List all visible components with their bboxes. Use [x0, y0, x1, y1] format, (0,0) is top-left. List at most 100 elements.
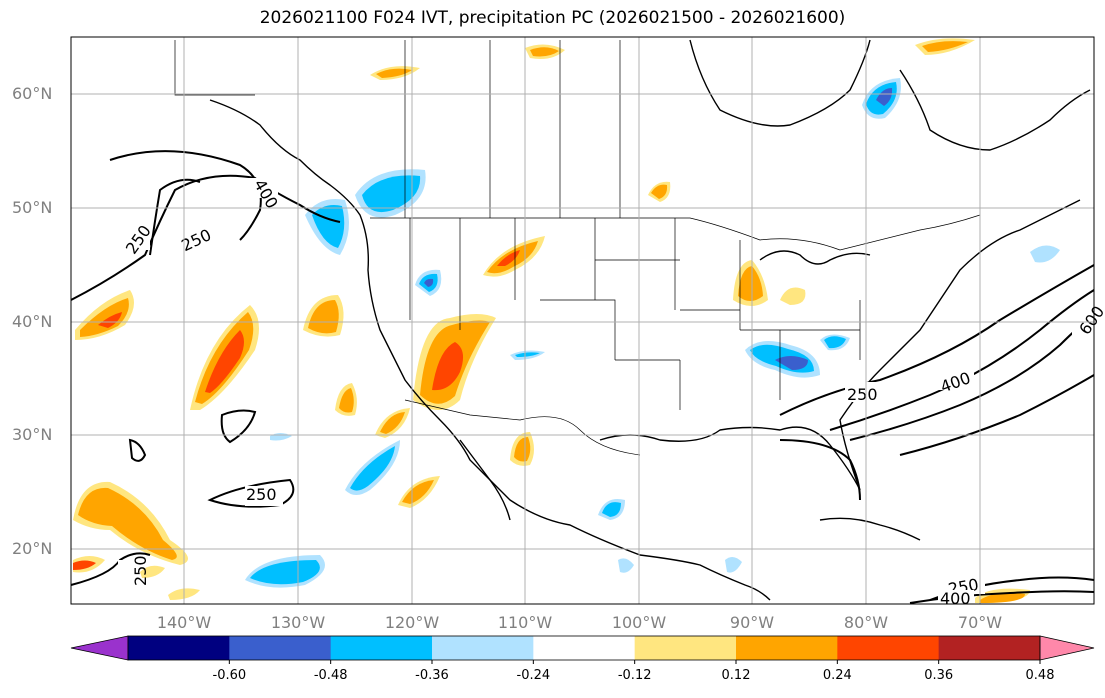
contour-label: 250: [131, 555, 150, 586]
ivt-contour-small: [220, 409, 257, 444]
coastline-labrador: [899, 69, 1091, 151]
political-borders: [174, 40, 981, 456]
negative-region: [515, 352, 540, 357]
positive-region: [402, 480, 434, 504]
us-mexico-border: [404, 399, 641, 456]
map-frame: [70, 36, 1095, 605]
lon-label: 70°W: [958, 613, 1002, 632]
contour-label-bg: [120, 230, 150, 250]
positive-region: [432, 342, 464, 391]
colorbar: -0.60 -0.48 -0.36 -0.24 -0.12 0.12 0.24 0.36 0.4…: [70, 635, 1095, 683]
map-title: 2026021100 F024 IVT, precipitation PC (2…: [259, 8, 846, 28]
map-background: [71, 37, 1094, 604]
negative-region: [775, 356, 808, 370]
contour-label: 400: [940, 589, 971, 608]
positive-region: [205, 330, 244, 393]
coastline-greatlakes: [759, 250, 871, 265]
negative-region: [250, 560, 320, 585]
positive-region: [530, 47, 559, 57]
colorbar-segment: [432, 636, 534, 660]
coastline-cuba: [819, 517, 921, 541]
negative-region: [824, 336, 846, 349]
negative-region: [725, 556, 742, 573]
colorbar-frame: [127, 635, 1041, 661]
colorbar-label: 0.12: [722, 668, 751, 683]
negative-anomaly-regions: [245, 78, 1060, 588]
colorbar-extend-min: [70, 635, 129, 661]
colorbar-label: -0.60: [213, 668, 247, 683]
positive-region: [651, 184, 668, 199]
colorbar-label: 0.48: [1026, 668, 1055, 683]
lon-label: 80°W: [844, 613, 888, 632]
contour-label-bg: [245, 486, 283, 506]
lat-label: 30°N: [12, 425, 52, 444]
colorbar-label: 0.24: [823, 668, 852, 683]
contour-label: 250: [847, 385, 878, 404]
colorbar-segment: [634, 636, 737, 660]
colorbar-label: -0.12: [618, 668, 652, 683]
positive-region: [376, 68, 412, 78]
longitude-labels: 140°W 130°W 120°W 110°W 100°W 90°W 80°W …: [157, 613, 1002, 632]
negative-region: [362, 175, 421, 213]
ivt-contour-250-sw: [207, 478, 295, 508]
lat-label: 50°N: [12, 198, 52, 217]
positive-region: [73, 560, 96, 570]
colorbar-extend-max: [1039, 635, 1095, 661]
contour-label-bg: [248, 178, 278, 198]
lat-label: 60°N: [12, 84, 52, 103]
positive-region: [80, 298, 129, 337]
negative-region: [876, 88, 893, 106]
colorbar-segment: [837, 636, 940, 660]
positive-region: [922, 41, 968, 52]
colorbar-segment: [736, 636, 838, 660]
ivt-contour-east-400: [829, 289, 1095, 431]
positive-region: [339, 388, 354, 413]
contour-label-bg: [118, 560, 138, 592]
colorbar-segment: [938, 636, 1041, 660]
lon-label: 110°W: [498, 613, 553, 632]
negative-region: [602, 502, 621, 517]
negative-region: [618, 558, 634, 573]
lon-label: 130°W: [271, 613, 326, 632]
coastline-baja: [459, 439, 511, 521]
ivt-contour-400-west: [109, 150, 262, 241]
contour-label-bg: [845, 382, 881, 402]
contour-label: 250: [246, 485, 277, 504]
positive-region: [78, 487, 177, 560]
ivt-contour-small-2: [128, 438, 147, 462]
positive-region: [380, 412, 405, 434]
colorbar-segment: [229, 636, 332, 660]
colorbar-segment: [128, 636, 230, 660]
positive-region: [738, 266, 763, 301]
positive-region: [514, 437, 531, 462]
lon-label: 100°W: [612, 613, 667, 632]
ivt-contour-east-250b: [779, 439, 861, 501]
positive-region: [780, 287, 806, 305]
contour-label-bg: [938, 370, 974, 390]
ivt-contour-250-west: [70, 174, 341, 301]
province-lines: [174, 40, 621, 218]
ivt-contour-east-250: [779, 264, 1095, 416]
lat-label: 20°N: [12, 539, 52, 558]
ivt-contour-250-inner: [149, 178, 201, 256]
latitude-labels: 60°N 50°N 40°N 30°N 20°N: [12, 84, 52, 558]
positive-region: [497, 250, 520, 266]
positive-region: [980, 592, 1025, 603]
negative-region: [1030, 245, 1060, 263]
colorbar-segment: [533, 636, 636, 660]
lat-label: 40°N: [12, 312, 52, 331]
colorbar-label: -0.36: [415, 668, 449, 683]
colorbar-label: -0.24: [517, 668, 551, 683]
positive-region: [308, 300, 339, 334]
colorbar-segment: [330, 636, 433, 660]
lon-label: 120°W: [385, 613, 440, 632]
gridlines: [71, 37, 1094, 604]
positive-region: [98, 312, 122, 328]
contour-labels: 400 250 250 250 250 400 250 600 250 400: [118, 176, 1105, 608]
positive-anomaly-regions: [73, 38, 1030, 603]
contour-label-bg: [945, 574, 985, 594]
contour-label-bg: [178, 228, 212, 248]
colorbar-label: 0.36: [924, 668, 953, 683]
ivt-contour-east-outer: [899, 374, 1095, 456]
